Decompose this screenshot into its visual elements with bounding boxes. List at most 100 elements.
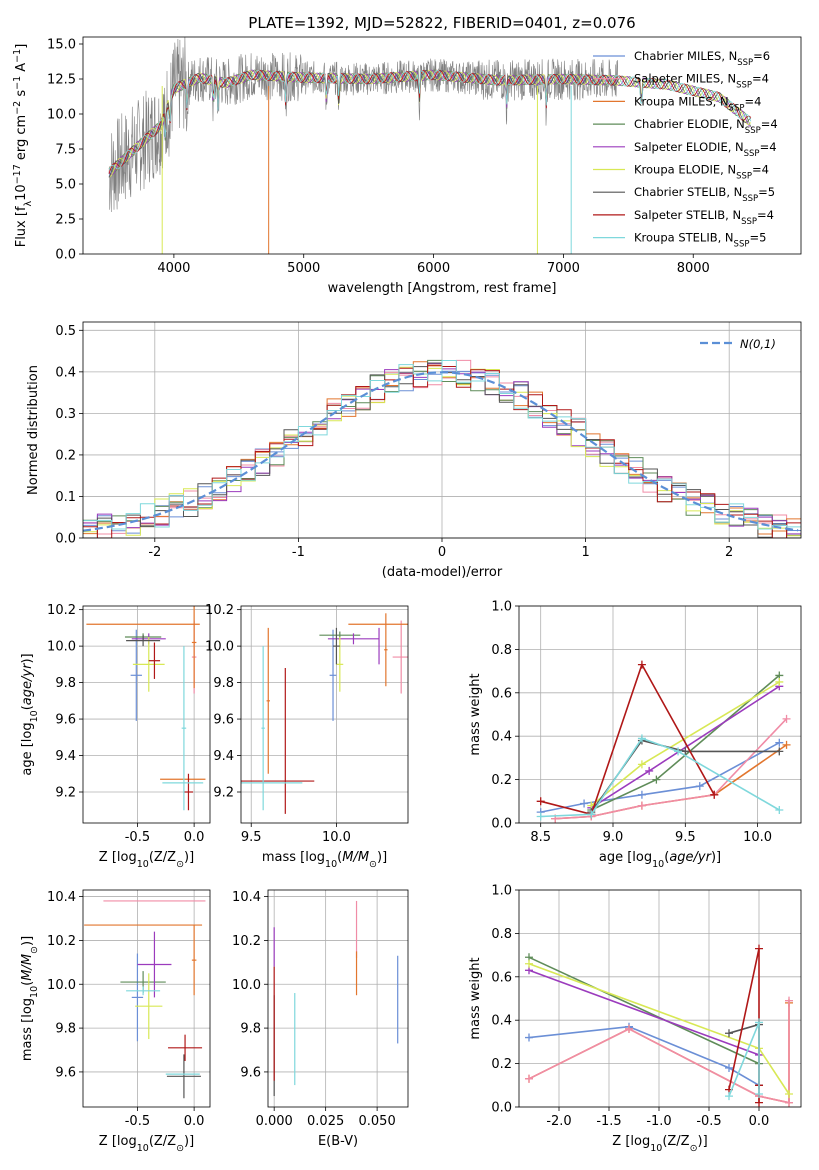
data-point	[525, 959, 533, 968]
axes-frame	[82, 321, 802, 539]
y-tick-label: 9.8	[55, 676, 76, 691]
data-point	[755, 1098, 763, 1107]
legend-label: Kroupa ELODIE, NSSP=4	[634, 163, 769, 182]
x-tick-label: 4000	[157, 261, 190, 276]
y-tick-label: 10.2	[47, 934, 76, 949]
y-tick-label: 9.4	[213, 749, 234, 764]
series-salpeter-stelib	[540, 662, 715, 816]
series-salpeter-elodie	[528, 969, 760, 1056]
data-point	[782, 714, 791, 723]
data-point	[785, 996, 793, 1005]
x-tick-label: -0.5	[125, 830, 150, 845]
y-tick-label: 12.5	[47, 73, 76, 88]
y-axis-label: mass weight	[468, 957, 483, 1039]
y-tick-label: 1.0	[491, 600, 512, 615]
x-tick-label: -2.0	[546, 1114, 571, 1129]
y-tick-label: 10.0	[47, 640, 76, 655]
axes-frame	[240, 605, 409, 824]
x-tick-label: -1	[292, 545, 305, 560]
y-tick-label: 9.6	[240, 1065, 261, 1080]
x-tick-label: 0	[438, 545, 446, 560]
data-point	[785, 1089, 793, 1098]
y-tick-label: 10.4	[232, 890, 261, 905]
data-point	[536, 812, 545, 821]
y-tick-label: 0.3	[55, 407, 76, 422]
data-point	[681, 747, 690, 756]
model-spectrum-kroupa-stelib	[108, 69, 752, 170]
y-axis-label: age [log10(age/yr)]	[20, 653, 40, 775]
x-tick-label: 10.0	[322, 830, 351, 845]
legend-label: Chabrier STELIB, NSSP=5	[634, 185, 775, 204]
massweight_vs_age-plot-area	[536, 660, 791, 823]
x-axis-label: E(B-V)	[318, 1134, 358, 1149]
data-point	[580, 799, 589, 808]
x-tick-label: 9.5	[241, 830, 262, 845]
legend-label: Chabrier MILES, NSSP=6	[634, 49, 770, 68]
y-tick-label: 9.2	[55, 786, 76, 801]
axes-frame	[82, 889, 211, 1108]
x-tick-label: -2	[148, 545, 161, 560]
spectrum-panel: 4000 5000 6000 7000 8000 0.0 2.5 5.0 7.5 10.0 12.5…	[12, 36, 802, 296]
legend-label: Chabrier ELODIE, NSSP=4	[634, 117, 778, 136]
y-axis-label: mass weight	[468, 673, 483, 755]
y-tick-label: 10.2	[47, 603, 76, 618]
x-tick-label: 9.0	[603, 830, 624, 845]
mass_vs_EBV-plot-area	[273, 900, 399, 1097]
y-tick-label: 0.0	[491, 817, 512, 832]
data-point	[536, 797, 545, 806]
x-tick-label: -0.5	[696, 1114, 721, 1129]
data-point	[637, 760, 646, 769]
x-axis-label: (data-model)/error	[382, 565, 503, 580]
y-tick-label: 10.4	[47, 890, 76, 905]
model-spectrum-salpeter-stelib	[108, 69, 752, 174]
data-point	[775, 738, 784, 747]
y-tick-label: 0.4	[55, 365, 76, 380]
y-tick-label: 0.8	[491, 643, 512, 658]
x-tick-label: 2	[725, 545, 733, 560]
x-axis-label: wavelength [Angstrom, rest frame]	[328, 281, 557, 296]
x-tick-label: 7000	[547, 261, 580, 276]
data-point	[525, 1033, 533, 1042]
x-tick-label: 0.0	[184, 830, 205, 845]
x-axis-label: age [log10(age/yr)]	[599, 850, 721, 870]
residuals-plot-area	[83, 359, 801, 538]
axes-frame	[82, 605, 211, 824]
y-tick-label: 10.0	[205, 640, 234, 655]
y-tick-label: 0.4	[491, 730, 512, 745]
x-tick-label: 0.050	[359, 1114, 396, 1129]
figure-title: PLATE=1392, MJD=52822, FIBERID=0401, z=0…	[248, 14, 635, 32]
x-tick-label: 0.000	[256, 1114, 293, 1129]
legend-label: Salpeter STELIB, NSSP=4	[634, 208, 774, 227]
y-axis-label: mass [log10(M/M⊙)]	[20, 936, 40, 1061]
y-tick-label: 0.4	[491, 1014, 512, 1029]
data-point	[775, 805, 784, 814]
y-tick-label: 0.5	[55, 324, 76, 339]
y-tick-label: 0.8	[491, 927, 512, 942]
y-tick-label: 2.5	[55, 213, 76, 228]
legend-label: Salpeter ELODIE, NSSP=4	[634, 140, 777, 159]
spectrum-legend: Chabrier MILES, NSSP=6 Salpeter MILES, NS…	[593, 49, 778, 250]
data-point	[755, 1018, 763, 1027]
y-tick-label: 15.0	[47, 38, 76, 53]
data-point	[775, 677, 784, 686]
y-axis-label: Flux [fλ10−17 erg cm−2 s−1 A−1]	[12, 44, 34, 248]
series-chabrier-miles	[528, 1025, 760, 1086]
y-tick-label: 0.2	[491, 1057, 512, 1072]
x-axis-label: Z [log10(Z/Z⊙)]	[99, 1134, 194, 1154]
axes-frame	[82, 36, 802, 255]
data-point	[695, 782, 704, 791]
y-tick-label: 9.8	[240, 1022, 261, 1037]
y-tick-label: 0.0	[55, 532, 76, 547]
data-point	[625, 1024, 633, 1033]
data-point	[674, 747, 683, 756]
age_vs_Z-panel: -0.5 0.0 9.2 9.4 9.6 9.8 10.0 10.2 Z [log10(Z/Z⊙…	[20, 603, 211, 870]
y-tick-label: 5.0	[55, 178, 76, 193]
y-tick-label: 0.2	[491, 773, 512, 788]
y-tick-label: 0.0	[491, 1101, 512, 1116]
y-tick-label: 7.5	[55, 143, 76, 158]
mass_vs_EBV-panel: 0.000 0.025 0.050 9.6 9.8 10.0 10.2 10.4 E(B-V)	[232, 889, 409, 1149]
y-tick-label: 10.0	[47, 978, 76, 993]
legend-label: Kroupa STELIB, NSSP=5	[634, 231, 766, 250]
residuals-legend: N(0,1)	[700, 337, 776, 351]
